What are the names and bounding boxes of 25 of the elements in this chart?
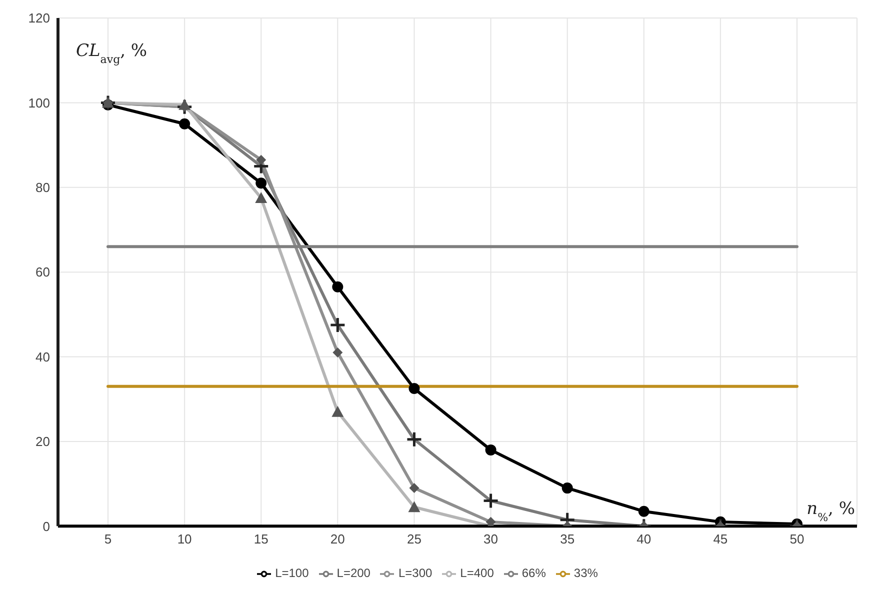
x-tick-label: 40 — [636, 531, 652, 546]
y-axis-title: CL$_{avg}$, % — [76, 41, 148, 66]
y-tick-label: 20 — [36, 434, 50, 450]
y-tick-label: 0 — [42, 518, 50, 534]
y-tick-label: 60 — [36, 264, 50, 280]
legend-label: L=400 — [460, 566, 494, 580]
x-tick-label: 20 — [330, 531, 345, 546]
x-tick-label: 10 — [177, 531, 192, 546]
x-tick-label: 25 — [406, 531, 422, 546]
x-tick-label: 35 — [560, 531, 575, 546]
x-axis-title: n$_{%}$, % — [806, 499, 855, 524]
x-tick-label: 50 — [790, 531, 804, 546]
x-tick-label: 45 — [713, 531, 728, 546]
legend-label: L=300 — [398, 566, 432, 580]
y-tick-label: 100 — [28, 95, 50, 110]
x-tick-label: 30 — [484, 531, 498, 546]
x-tick-label: 5 — [104, 531, 112, 546]
legend-label: 66% — [522, 566, 546, 580]
x-tick-label: 15 — [254, 531, 268, 546]
legend-label: L=100 — [275, 566, 309, 580]
legend-label: L=200 — [336, 566, 370, 580]
y-tick-label: 80 — [36, 180, 50, 196]
legend-label: 33% — [574, 566, 598, 580]
y-tick-label: 120 — [28, 10, 50, 26]
y-tick-label: 40 — [36, 349, 50, 364]
